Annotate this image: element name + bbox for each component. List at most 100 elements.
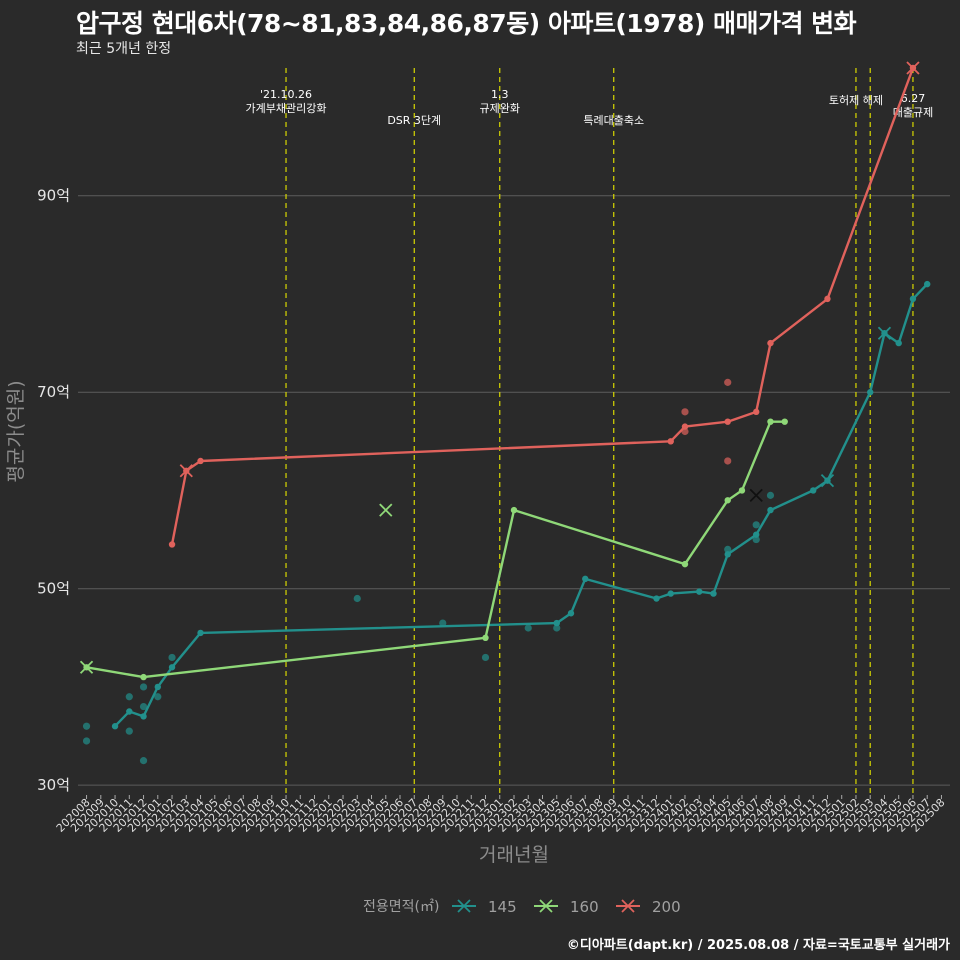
line-point	[724, 418, 731, 425]
data-point	[766, 491, 775, 499]
line-point	[909, 295, 917, 303]
grid	[78, 195, 950, 786]
line-point	[753, 408, 760, 416]
line-point	[767, 506, 774, 514]
legend-item-160: 160	[534, 898, 599, 916]
line-point	[667, 438, 674, 445]
source-caption: ©디아파트(dapt.kr) / 2025.08.08 / 자료=국토교통부 실…	[566, 938, 950, 953]
data-point	[82, 722, 91, 730]
cross-stroke	[906, 61, 920, 75]
cross-stroke	[457, 899, 471, 913]
data-point	[752, 535, 760, 544]
line-point	[867, 389, 874, 396]
series-200	[168, 61, 920, 548]
data-point	[139, 702, 148, 711]
series-line-160	[86, 420, 785, 679]
cross-marker	[79, 660, 94, 674]
line-point	[482, 634, 489, 642]
line-point	[168, 541, 176, 548]
legend-swatch-cross	[621, 899, 635, 913]
series-line-145	[114, 283, 929, 728]
line-point	[140, 713, 147, 720]
line-point	[681, 560, 689, 568]
line-point	[653, 595, 660, 602]
data-point	[681, 408, 689, 416]
line-point	[753, 531, 760, 538]
data-point	[82, 737, 91, 745]
x-axis-title: 거래년월	[479, 844, 549, 866]
cross-stroke	[820, 473, 835, 488]
data-point	[125, 693, 133, 701]
series-145	[82, 280, 931, 765]
legend-label: 160	[570, 898, 599, 916]
line-point	[781, 418, 788, 425]
line-point	[111, 723, 119, 730]
line-point	[824, 295, 831, 303]
data-point	[125, 727, 133, 735]
data-point	[752, 521, 760, 529]
y-tick-label: 70억	[37, 383, 70, 401]
y-axis-title: 평균가(억원)	[5, 380, 27, 482]
line-point	[810, 487, 817, 494]
data-point	[168, 653, 176, 662]
cross-stroke	[877, 326, 892, 340]
cross-marker	[179, 464, 193, 478]
chart-subtitle: 최근 5개년 한정	[76, 41, 172, 57]
legend-label: 145	[488, 898, 517, 916]
line-point	[154, 683, 161, 691]
line-point	[724, 551, 731, 558]
legend-title: 전용면적(㎡)	[363, 899, 439, 915]
data-point	[139, 683, 148, 691]
data-point	[353, 594, 361, 603]
legend-item-200: 200	[616, 898, 681, 916]
cross-marker	[906, 61, 920, 75]
cross-stroke	[621, 899, 635, 913]
data-point	[724, 457, 732, 465]
line-point	[567, 610, 575, 617]
y-tick-label: 90억	[37, 187, 70, 205]
line-point	[895, 339, 902, 347]
line-point	[553, 619, 560, 627]
chart-title: 압구정 현대6차(78~81,83,84,86,87동) 아파트(1978) 매…	[76, 9, 857, 38]
data-point	[724, 378, 732, 386]
event-annotation: DSR 3단계	[387, 114, 441, 127]
line-point	[738, 487, 746, 494]
line-point	[696, 588, 703, 595]
legend-label: 200	[652, 898, 681, 916]
series-line-200	[170, 67, 915, 545]
line-point	[197, 457, 204, 465]
y-tick-label: 50억	[37, 580, 70, 598]
data-point	[481, 653, 490, 662]
line-point	[710, 590, 717, 597]
cross-marker	[820, 473, 835, 488]
line-point	[582, 575, 589, 583]
line-point	[197, 629, 204, 637]
data-point	[524, 624, 532, 632]
data-point	[724, 545, 732, 553]
series-layer	[79, 61, 931, 765]
cross-stroke	[749, 488, 763, 502]
event-annotation: 특례대출축소	[583, 114, 644, 127]
legend-swatch-cross	[457, 899, 471, 913]
line-point	[510, 506, 518, 514]
cross-stroke	[179, 464, 193, 478]
cross-stroke	[539, 899, 553, 913]
cross-marker	[379, 503, 393, 517]
line-point	[767, 418, 774, 425]
cross-stroke	[379, 503, 393, 517]
cross-stroke	[79, 660, 94, 674]
event-annotation: 1.3 규제완화	[480, 88, 520, 115]
legend-item-145: 145	[452, 898, 517, 916]
data-point	[553, 624, 561, 632]
data-point	[439, 619, 447, 627]
event-annotation: 토허제 해제	[829, 93, 883, 107]
line-point	[126, 708, 133, 715]
line-point	[140, 673, 147, 681]
data-point	[139, 757, 148, 765]
legend-swatch-cross	[539, 899, 553, 913]
x-axis: 2020082020092020102020112020122021012021…	[54, 795, 948, 835]
series-160	[79, 418, 788, 681]
data-point	[154, 693, 162, 701]
line-point	[667, 590, 674, 597]
